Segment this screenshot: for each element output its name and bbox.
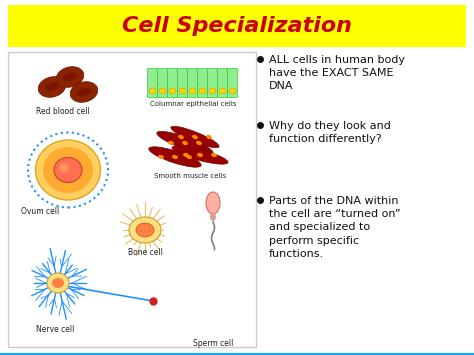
- Ellipse shape: [206, 192, 220, 214]
- Ellipse shape: [63, 73, 77, 81]
- FancyBboxPatch shape: [147, 69, 157, 98]
- Ellipse shape: [182, 141, 188, 145]
- Ellipse shape: [47, 273, 69, 293]
- Text: Smooth muscle cells: Smooth muscle cells: [154, 173, 226, 179]
- FancyBboxPatch shape: [167, 69, 177, 98]
- Ellipse shape: [209, 88, 216, 94]
- Text: Cell Specialization: Cell Specialization: [122, 16, 352, 36]
- Ellipse shape: [196, 141, 202, 145]
- Ellipse shape: [172, 155, 178, 159]
- Ellipse shape: [219, 88, 226, 94]
- FancyBboxPatch shape: [218, 69, 228, 98]
- FancyBboxPatch shape: [157, 69, 167, 98]
- Ellipse shape: [189, 88, 196, 94]
- Text: Parts of the DNA within
the cell are “turned on”
and specialized to
perform spec: Parts of the DNA within the cell are “tu…: [269, 196, 401, 259]
- Ellipse shape: [199, 88, 206, 94]
- Ellipse shape: [171, 126, 219, 148]
- Ellipse shape: [179, 88, 186, 94]
- Ellipse shape: [183, 153, 189, 157]
- Text: Sperm cell: Sperm cell: [193, 339, 233, 348]
- Ellipse shape: [157, 131, 213, 155]
- Ellipse shape: [149, 88, 156, 94]
- Text: Columnar epithelial cells: Columnar epithelial cells: [150, 101, 236, 107]
- Ellipse shape: [54, 158, 82, 182]
- Ellipse shape: [159, 88, 166, 94]
- Ellipse shape: [169, 88, 176, 94]
- Ellipse shape: [229, 88, 236, 94]
- Ellipse shape: [192, 135, 198, 139]
- Ellipse shape: [178, 135, 184, 139]
- Ellipse shape: [172, 146, 228, 164]
- Text: ALL cells in human body
have the EXACT SAME
DNA: ALL cells in human body have the EXACT S…: [269, 55, 405, 91]
- FancyBboxPatch shape: [8, 5, 466, 47]
- Ellipse shape: [168, 141, 174, 145]
- Ellipse shape: [206, 135, 212, 139]
- FancyBboxPatch shape: [228, 69, 237, 98]
- Ellipse shape: [52, 278, 64, 288]
- Ellipse shape: [56, 67, 84, 87]
- Ellipse shape: [38, 77, 66, 97]
- Ellipse shape: [186, 155, 192, 159]
- FancyBboxPatch shape: [188, 69, 198, 98]
- Ellipse shape: [59, 164, 69, 173]
- FancyBboxPatch shape: [208, 69, 218, 98]
- Ellipse shape: [197, 153, 203, 157]
- Ellipse shape: [45, 83, 59, 91]
- Ellipse shape: [70, 82, 98, 102]
- FancyBboxPatch shape: [177, 69, 188, 98]
- Ellipse shape: [210, 213, 216, 221]
- Text: Ovum cell: Ovum cell: [21, 207, 59, 216]
- Ellipse shape: [129, 217, 161, 243]
- Ellipse shape: [149, 147, 201, 167]
- Ellipse shape: [36, 140, 100, 200]
- Ellipse shape: [43, 147, 93, 193]
- Text: Bone cell: Bone cell: [128, 248, 163, 257]
- FancyBboxPatch shape: [198, 69, 208, 98]
- Ellipse shape: [158, 155, 164, 159]
- Text: Why do they look and
function differently?: Why do they look and function differentl…: [269, 121, 391, 144]
- Ellipse shape: [77, 88, 91, 96]
- Ellipse shape: [211, 153, 217, 157]
- Ellipse shape: [136, 223, 154, 237]
- Text: Nerve cell: Nerve cell: [36, 325, 74, 334]
- Text: Red blood cell: Red blood cell: [36, 107, 90, 116]
- FancyBboxPatch shape: [8, 52, 256, 347]
